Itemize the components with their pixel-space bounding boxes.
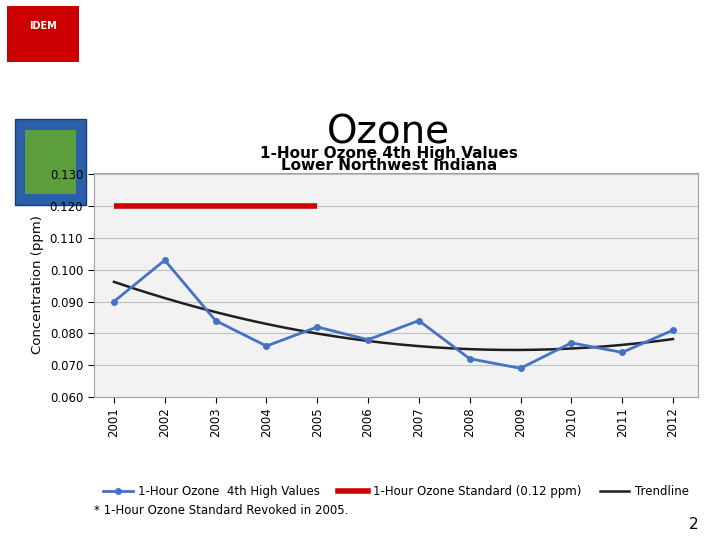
Legend: 1-Hour Ozone  4th High Values, 1-Hour Ozone Standard (0.12 ppm), Trendline: 1-Hour Ozone 4th High Values, 1-Hour Ozo… [99,481,693,503]
Bar [7,6,79,62]
Bar [15,119,86,205]
Ellipse shape [585,15,696,63]
Text: We Protect Hoosiers and Our Environment: We Protect Hoosiers and Our Environment [212,75,508,87]
Text: Air: Air [112,87,133,102]
Text: * 1-Hour Ozone Standard Revoked in 2005.: * 1-Hour Ozone Standard Revoked in 2005. [94,504,348,517]
Text: IDEM: IDEM [29,21,57,31]
Ellipse shape [641,34,704,63]
Text: Lower Northwest Indiana: Lower Northwest Indiana [281,158,497,173]
Ellipse shape [577,31,641,65]
Text: 2: 2 [689,517,698,532]
Text: Ozone: Ozone [327,113,451,151]
Text: 1-Hour Ozone 4th High Values: 1-Hour Ozone 4th High Values [260,146,518,161]
Y-axis label: Concentration (ppm): Concentration (ppm) [31,215,44,354]
Bar [25,130,76,194]
